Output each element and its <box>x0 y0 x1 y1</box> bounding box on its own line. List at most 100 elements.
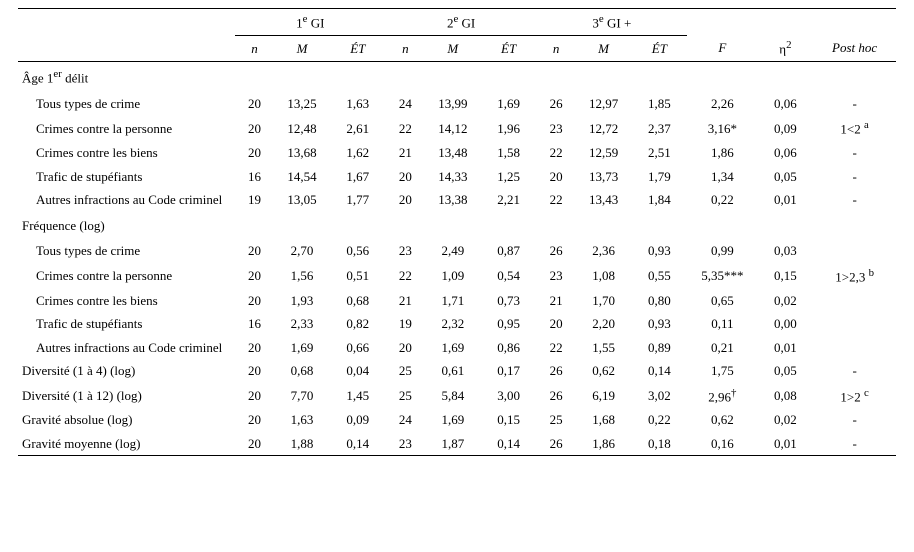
table-cell: 0,68 <box>274 359 330 383</box>
table-cell: 0,18 <box>631 432 687 456</box>
table-cell: 2,37 <box>631 115 687 141</box>
table-cell: 1,88 <box>274 432 330 456</box>
table-cell: 14,54 <box>274 165 330 189</box>
table-cell: 0,01 <box>757 188 813 212</box>
table-cell: 1<2 a <box>813 115 896 141</box>
stats-table: 1e GI 2e GI 3e GI + n M ÉT n M ÉT n M ÉT… <box>18 8 896 456</box>
table-cell: 20 <box>235 141 274 165</box>
table-cell: 20 <box>235 115 274 141</box>
table-cell: 13,25 <box>274 92 330 116</box>
table-cell: Crimes contre la personne <box>18 263 235 289</box>
table-cell <box>813 239 896 263</box>
table-cell: 2,51 <box>631 141 687 165</box>
table-cell: 24 <box>386 408 425 432</box>
table-cell: 0,14 <box>330 432 386 456</box>
table-cell: 1,67 <box>330 165 386 189</box>
table-cell: 0,04 <box>330 359 386 383</box>
table-cell: 25 <box>386 359 425 383</box>
table-body: Âge 1er délitTous types de crime2013,251… <box>18 62 896 456</box>
table-cell: - <box>813 432 896 456</box>
table-cell: 7,70 <box>274 383 330 409</box>
table-cell: 20 <box>386 188 425 212</box>
table-cell: 0,11 <box>687 312 757 336</box>
table-cell: 0,08 <box>757 383 813 409</box>
table-cell: 26 <box>536 383 575 409</box>
table-cell: 0,22 <box>687 188 757 212</box>
table-cell: 20 <box>235 92 274 116</box>
table-cell: 23 <box>386 432 425 456</box>
table-cell: 20 <box>235 336 274 360</box>
col-posthoc: Post hoc <box>813 35 896 61</box>
table-cell: 1,25 <box>481 165 537 189</box>
table-cell: 1,86 <box>576 432 632 456</box>
col-group-1: 1e GI <box>235 9 386 36</box>
table-cell: 0,09 <box>330 408 386 432</box>
table-cell: 0,09 <box>757 115 813 141</box>
table-cell: 0,68 <box>330 289 386 313</box>
table-cell: 20 <box>235 359 274 383</box>
table-row: Crimes contre les biens2013,681,622113,4… <box>18 141 896 165</box>
table-cell: 20 <box>235 432 274 456</box>
table-cell: 0,06 <box>757 92 813 116</box>
col-group-3: 3e GI + <box>536 9 687 36</box>
table-cell: 13,68 <box>274 141 330 165</box>
table-cell: 20 <box>235 239 274 263</box>
table-cell: 1,55 <box>576 336 632 360</box>
table-cell: 0,06 <box>757 141 813 165</box>
table-cell: 21 <box>386 141 425 165</box>
table-row: Gravité moyenne (log)201,880,14231,870,1… <box>18 432 896 456</box>
table-cell: 20 <box>386 165 425 189</box>
table-cell: - <box>813 359 896 383</box>
table-cell: 26 <box>536 359 575 383</box>
table-cell: 2,21 <box>481 188 537 212</box>
table-cell: Fréquence (log) <box>18 212 896 240</box>
table-cell: 0,55 <box>631 263 687 289</box>
table-cell: 22 <box>386 115 425 141</box>
table-cell <box>813 336 896 360</box>
table-cell: 21 <box>536 289 575 313</box>
table-cell: 24 <box>386 92 425 116</box>
table-cell: 12,72 <box>576 115 632 141</box>
table-cell: 2,26 <box>687 92 757 116</box>
section-header-row: Fréquence (log) <box>18 212 896 240</box>
table-cell: 5,35*** <box>687 263 757 289</box>
col-n-3: n <box>536 35 575 61</box>
table-cell: 1,77 <box>330 188 386 212</box>
col-f: F <box>687 35 757 61</box>
table-cell: 2,20 <box>576 312 632 336</box>
header-row-groups: 1e GI 2e GI 3e GI + <box>18 9 896 36</box>
col-et-2: ÉT <box>481 35 537 61</box>
table-cell: 2,36 <box>576 239 632 263</box>
table-cell: 1,63 <box>330 92 386 116</box>
col-m-1: M <box>274 35 330 61</box>
table-cell: 13,73 <box>576 165 632 189</box>
table-cell: 0,99 <box>687 239 757 263</box>
table-row: Tous types de crime2013,251,632413,991,6… <box>18 92 896 116</box>
table-cell: 22 <box>536 188 575 212</box>
table-cell: Autres infractions au Code criminel <box>18 336 235 360</box>
table-cell: 20 <box>235 383 274 409</box>
table-cell: Autres infractions au Code criminel <box>18 188 235 212</box>
table-cell: 26 <box>536 92 575 116</box>
table-cell: 0,93 <box>631 239 687 263</box>
table-cell: 1,69 <box>274 336 330 360</box>
table-cell: 1,75 <box>687 359 757 383</box>
table-cell: - <box>813 408 896 432</box>
table-cell: 22 <box>536 336 575 360</box>
table-row: Crimes contre la personne2012,482,612214… <box>18 115 896 141</box>
table-cell: 6,19 <box>576 383 632 409</box>
table-cell: 2,33 <box>274 312 330 336</box>
table-cell: 1,62 <box>330 141 386 165</box>
section-header-row: Âge 1er délit <box>18 62 896 92</box>
table-cell: 2,96† <box>687 383 757 409</box>
table-cell: 0,82 <box>330 312 386 336</box>
table-cell: 12,59 <box>576 141 632 165</box>
table-cell: 0,61 <box>425 359 481 383</box>
table-cell: 13,05 <box>274 188 330 212</box>
table-cell: 1,96 <box>481 115 537 141</box>
col-et-1: ÉT <box>330 35 386 61</box>
table-cell: 20 <box>235 289 274 313</box>
table-cell: 12,48 <box>274 115 330 141</box>
table-cell: 21 <box>386 289 425 313</box>
table-cell: 0,15 <box>757 263 813 289</box>
